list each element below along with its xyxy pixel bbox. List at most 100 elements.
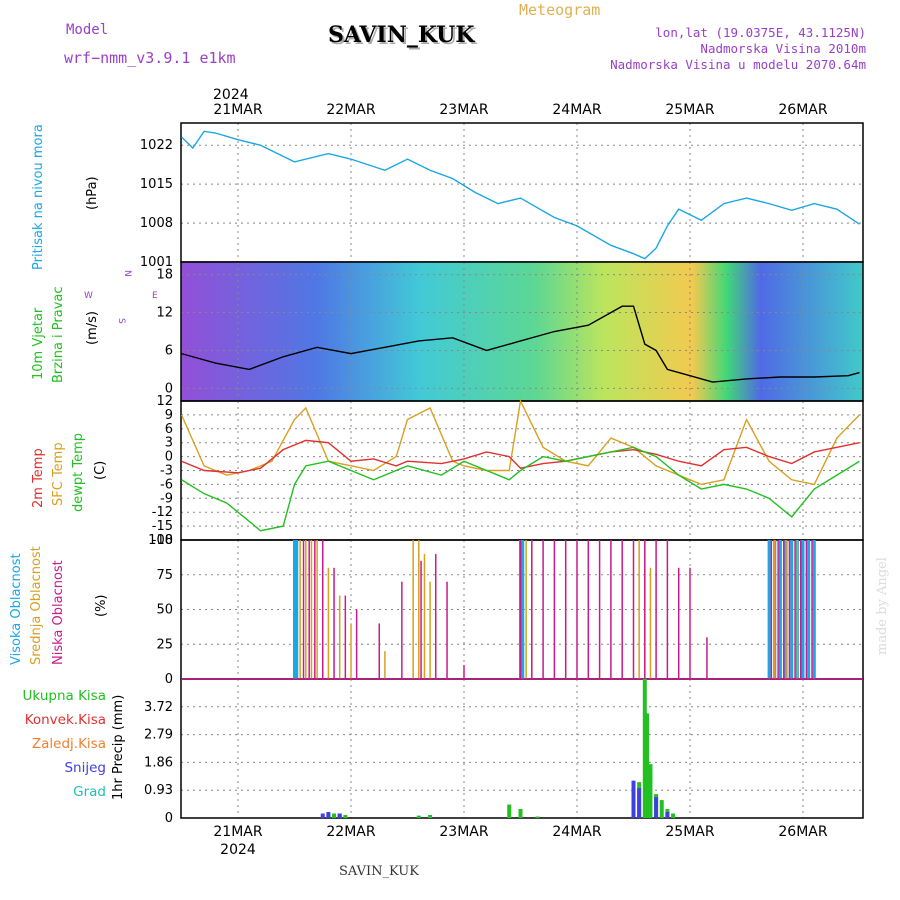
rain-bar xyxy=(645,713,650,818)
panel-precip: 0 0.93 1.86 2.79 3.72 xyxy=(144,678,864,826)
year-bottom: 2024 xyxy=(220,842,256,858)
snow-bar xyxy=(665,812,670,818)
rain-bar xyxy=(642,679,647,818)
sfc-temp-line xyxy=(180,398,861,486)
snow-bar xyxy=(326,812,331,818)
precip-legend: Ukupna Kisa Konvek.Kisa Zaledj.Kisa Snijeg G… xyxy=(23,688,106,800)
lonlat-label: lon,lat (19.0375E, 43.1125N) xyxy=(655,25,866,40)
low-cloud-label: Niska Oblacnost xyxy=(51,560,66,665)
sfc-label: SFC Temp xyxy=(51,442,66,506)
wind-speed-line xyxy=(181,305,860,383)
precip-unit: 1hr Precip (mm) xyxy=(111,695,126,800)
y-tick-label: 6 xyxy=(165,343,173,358)
y-tick-label: 1001 xyxy=(140,255,173,270)
t2m-line xyxy=(181,439,860,474)
snow-bar xyxy=(320,813,325,818)
panel-clouds: 0 25 50 75 100 xyxy=(148,533,864,687)
rain-bar xyxy=(507,804,512,818)
y-tick-label: 25 xyxy=(156,637,173,652)
y-tick-label: -18 xyxy=(152,533,173,548)
snow-bar xyxy=(637,788,642,818)
y-tick-label: 12 xyxy=(156,394,173,409)
wind-title-1: 10m Vjetar xyxy=(31,307,46,380)
y-tick-label: 0 xyxy=(165,450,173,465)
precip-legend-item: Ukupna Kisa xyxy=(23,688,106,704)
panel-frame xyxy=(180,678,864,819)
pressure-unit: (hPa) xyxy=(85,176,100,210)
y-tick-label: 75 xyxy=(156,568,173,583)
watermark: made by Angel xyxy=(875,557,890,655)
y-tick-label: -6 xyxy=(160,477,173,492)
wind-title-2: Brzina i Pravac xyxy=(51,286,66,383)
y-tick-label: 1008 xyxy=(140,216,173,231)
rain-bar xyxy=(428,815,433,818)
y-tick-label: 100 xyxy=(148,533,173,548)
y-tick-label: 3.72 xyxy=(144,700,173,715)
model-name: wrf−nmm_v3.9.1 e1km xyxy=(64,49,236,67)
rain-bar xyxy=(416,815,421,818)
x-tick-label-bottom: 26MAR xyxy=(778,824,827,840)
x-tick-label-bottom: 24MAR xyxy=(552,824,601,840)
x-tick-label-top: 25MAR xyxy=(665,102,714,118)
x-tick-label-bottom: 25MAR xyxy=(665,824,714,840)
y-tick-label: 0.93 xyxy=(144,783,173,798)
y-tick-label: 2.79 xyxy=(144,728,173,743)
y-tick-label: -9 xyxy=(160,491,173,506)
y-tick-label: 6 xyxy=(165,422,173,437)
station-shadow: SAVIN_KUK xyxy=(330,24,477,50)
compass-east: E xyxy=(152,291,158,301)
y-tick-label: 0 xyxy=(165,672,173,687)
precip-legend-item: Grad xyxy=(73,784,106,800)
y-tick-label: -15 xyxy=(152,519,173,534)
y-tick-label: 9 xyxy=(165,408,173,423)
panel-pressure: 1001 1008 1015 1022 xyxy=(140,122,864,270)
station-title: SAVIN_KUK xyxy=(328,22,475,48)
y-tick-label: 1.86 xyxy=(144,755,173,770)
x-tick-label-top: 24MAR xyxy=(552,102,601,118)
rain-bar xyxy=(659,800,664,818)
wind-background xyxy=(181,262,863,401)
precip-legend-item: Zaledj.Kisa xyxy=(32,736,106,752)
x-tick-label-top: 22MAR xyxy=(326,102,375,118)
y-tick-label: 0 xyxy=(165,381,173,396)
precip-legend-item: Snijeg xyxy=(64,760,106,776)
wind-compass: N E S W xyxy=(84,270,158,324)
panel-frame xyxy=(180,122,864,263)
rain-bar xyxy=(518,809,523,818)
y-tick-label: -3 xyxy=(160,464,173,479)
rain-bar xyxy=(332,813,337,818)
year-top: 2024 xyxy=(213,87,249,103)
pressure-title: Pritisak na nivou mora xyxy=(31,124,46,270)
y-tick-label: 18 xyxy=(156,268,173,283)
x-tick-label-bottom: 22MAR xyxy=(326,824,375,840)
rain-bar xyxy=(343,815,348,818)
cloud-unit: (%) xyxy=(94,595,109,618)
temp-unit: (C) xyxy=(93,461,108,480)
panel-wind: 0 6 12 18 xyxy=(156,261,864,402)
y-tick-label: 12 xyxy=(156,306,173,321)
y-tick-label: 0 xyxy=(165,811,173,826)
y-tick-label: -12 xyxy=(152,505,173,520)
compass-south: S xyxy=(116,318,126,324)
t2m-label: 2m Temp xyxy=(31,448,46,508)
compass-north: N xyxy=(122,270,132,277)
snow-bar xyxy=(337,813,342,818)
x-tick-label-top: 23MAR xyxy=(439,102,488,118)
x-tick-label-top: 21MAR xyxy=(213,102,262,118)
footer-station: SAVIN_KUK xyxy=(339,864,419,879)
high-cloud-label: Visoka Oblacnost xyxy=(9,553,24,665)
product-title: Meteogram xyxy=(519,1,600,19)
precip-legend-item: Konvek.Kisa xyxy=(25,712,106,728)
compass-west: W xyxy=(84,291,93,301)
snow-bar xyxy=(631,780,636,818)
y-tick-label: 1022 xyxy=(140,138,173,153)
snow-bar xyxy=(654,797,659,818)
pressure-line xyxy=(181,130,860,260)
wind-unit: (m/s) xyxy=(85,311,100,345)
y-tick-label: 3 xyxy=(165,436,173,451)
rain-bar xyxy=(648,764,653,818)
x-tick-label-bottom: 21MAR xyxy=(213,824,262,840)
model-elevation-label: Nadmorska Visina u modelu 2070.64m xyxy=(610,57,866,72)
